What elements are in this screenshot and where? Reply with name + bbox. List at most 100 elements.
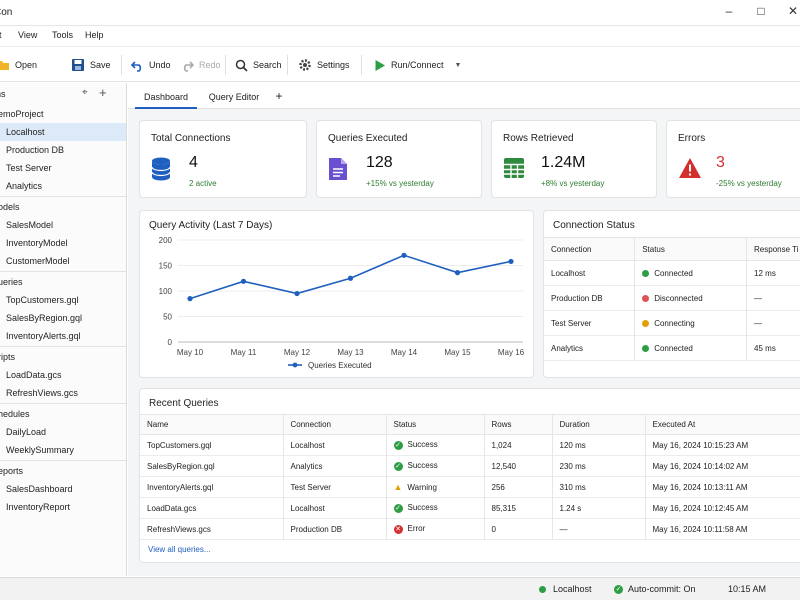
open-button[interactable]: Open [0, 56, 37, 74]
table-row[interactable]: Localhost Connected 12 ms [544, 260, 800, 286]
x-tick-label: May 13 [337, 348, 364, 357]
x-tick-label: May 16 [498, 348, 525, 357]
close-button[interactable]: ✕ [787, 4, 799, 18]
sidebar-item[interactable]: CustomerModel [0, 252, 126, 270]
sidebar-item[interactable]: SalesDashboard [0, 480, 126, 498]
sidebar-item-label: Localhost [6, 127, 45, 137]
sidebar-item[interactable]: Analytics [0, 177, 126, 195]
table-row[interactable]: RefreshViews.gcs Production DB ✕ Error 0— May… [140, 518, 800, 540]
column-header[interactable]: Connection [544, 237, 636, 261]
save-button[interactable]: Save [71, 56, 111, 74]
pin-icon[interactable]: ⌖ [82, 87, 88, 98]
table-row[interactable]: SalesByRegion.gql Analytics ✓ Success 12,540… [140, 455, 800, 477]
maximize-button[interactable]: □ [757, 4, 765, 18]
minimize-button[interactable]: – [725, 4, 733, 18]
sidebar-group[interactable]: eports [0, 462, 126, 480]
stat-trend: +8% vs yesterday [541, 179, 605, 188]
menu-view[interactable]: View [18, 30, 38, 40]
tab-query-editor[interactable]: Query Editor [202, 83, 266, 109]
cell-name: TopCustomers.gql [140, 434, 284, 456]
query-status: ▲ Warning [386, 476, 485, 498]
sidebar-item[interactable]: LoadData.gcs [0, 366, 126, 384]
column-header[interactable]: Response Ti [754, 244, 799, 254]
sidebar-item[interactable]: WeeklySummary [0, 441, 126, 459]
sidebar-item[interactable]: InventoryAlerts.gql [0, 327, 126, 345]
sidebar-item[interactable]: SalesModel [0, 216, 126, 234]
table-row[interactable]: TopCustomers.gql Localhost ✓ Success 1,024 12… [140, 434, 800, 456]
column-header[interactable]: Status [634, 237, 748, 261]
add-icon[interactable]: + [99, 85, 107, 100]
table-row[interactable]: Analytics Connected 45 ms [544, 335, 800, 361]
sidebar-item[interactable]: RefreshViews.gcs [0, 384, 126, 402]
sidebar-group[interactable]: odels [0, 198, 126, 216]
document-icon [328, 157, 348, 183]
cell-dur: — [552, 518, 646, 540]
redo-button[interactable]: Redo [181, 56, 221, 74]
x-tick-label: May 15 [444, 348, 471, 357]
column-header[interactable]: Executed At [652, 420, 696, 429]
sidebar-divider [0, 346, 126, 347]
menu-tools[interactable]: Tools [52, 30, 74, 40]
sidebar-item[interactable]: SalesByRegion.gql [0, 309, 126, 327]
query-activity-chart: 0 50 100 150 200 May 10 May 11 May 12 May 13 May … [159, 236, 525, 370]
tab-label: + [275, 89, 283, 103]
column-header[interactable]: Name [140, 414, 284, 435]
tab-bar: Dashboard Query Editor + [128, 83, 800, 109]
column-header[interactable]: Status [386, 414, 485, 435]
query-status: ✕ Error [386, 518, 485, 540]
stat-card: Errors 3 -25% vs yesterday [666, 120, 800, 198]
table-row[interactable]: LoadData.gcs Localhost ✓ Success 85,315 1.24 … [140, 497, 800, 519]
run-connect-button[interactable]: Run/Connect ▼ [374, 56, 461, 74]
clock-label: 10:15 AM [728, 584, 767, 594]
status-text: Success [407, 440, 438, 449]
settings-button[interactable]: Settings [298, 56, 350, 74]
cell-dur: 310 ms [552, 476, 646, 498]
column-header[interactable]: Connection [283, 414, 387, 435]
toolbar-divider [121, 55, 122, 75]
chevron-down-icon[interactable]: ▼ [454, 61, 462, 69]
table-row[interactable]: Production DB Disconnected — [544, 285, 800, 311]
table-row[interactable]: Test Server Connecting — [544, 310, 800, 336]
menu-edit[interactable]: t [0, 30, 2, 40]
response-time: — [754, 318, 763, 328]
status-text: Connecting [654, 318, 695, 328]
query-status: ✓ Success [386, 455, 485, 477]
new-tab-button[interactable]: + [272, 83, 286, 109]
sidebar-item-label: hedules [0, 409, 30, 419]
sidebar-item[interactable]: Test Server [0, 159, 126, 177]
sidebar-item[interactable]: Localhost [0, 123, 126, 141]
status-connection-label: Localhost [553, 584, 592, 594]
tab-dashboard[interactable]: Dashboard [135, 83, 197, 109]
sidebar-group[interactable]: hedules [0, 405, 126, 423]
undo-button[interactable]: Undo [131, 56, 171, 74]
sidebar-group[interactable]: emoProject [0, 105, 126, 123]
status-text: Disconnected [654, 293, 703, 303]
cell-name: InventoryAlerts.gql [140, 476, 284, 498]
search-button[interactable]: Search [235, 56, 282, 74]
autocommit-label: Auto-commit: On [628, 584, 696, 594]
recent-queries-card: Recent Queries Name Connection Status Rows D… [139, 388, 800, 563]
column-header[interactable]: Rows [484, 414, 553, 435]
main-area: Dashboard Query Editor + Total Connectio… [128, 83, 800, 576]
view-all-queries-link[interactable]: View all queries... [148, 545, 211, 554]
status-autocommit: ✓ Auto-commit: On [614, 584, 696, 594]
response-time: — [754, 293, 763, 303]
success-icon: ✓ [393, 441, 403, 450]
cell-conn: Localhost [283, 497, 387, 519]
recent-queries-title: Recent Queries [149, 398, 219, 409]
column-header[interactable]: Duration [552, 414, 646, 435]
settings-label: Settings [317, 60, 350, 70]
menu-help[interactable]: Help [85, 30, 104, 40]
sidebar-item[interactable]: Production DB [0, 141, 126, 159]
sidebar-item[interactable]: InventoryReport [0, 498, 126, 516]
table-row[interactable]: InventoryAlerts.gql Test Server ▲ Warning 25… [140, 476, 800, 498]
y-tick-label: 200 [159, 236, 173, 245]
sidebar-group[interactable]: ripts [0, 348, 126, 366]
recent-queries-table: Name Connection Status Rows Duration Executed… [140, 414, 800, 540]
x-tick-label: May 11 [231, 348, 257, 357]
sidebar-item[interactable]: TopCustomers.gql [0, 291, 126, 309]
sidebar-item[interactable]: InventoryModel [0, 234, 126, 252]
sidebar-item[interactable]: DailyLoad [0, 423, 126, 441]
sidebar-group[interactable]: ueries [0, 273, 126, 291]
open-label: Open [15, 60, 38, 70]
